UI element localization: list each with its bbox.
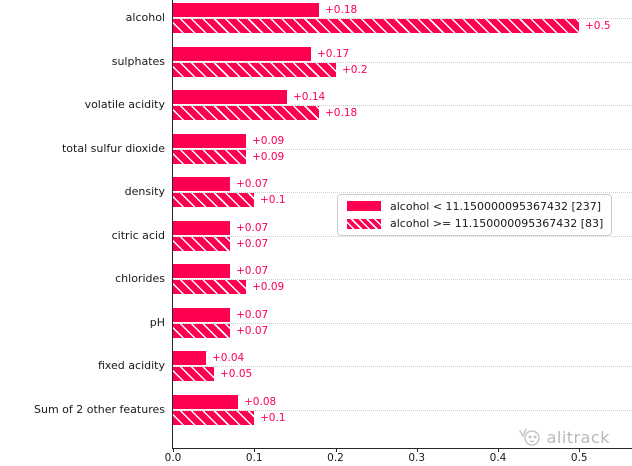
y-axis-label: citric acid xyxy=(111,228,165,242)
bar-value-label: +0.18 xyxy=(325,4,358,16)
bar-value-label: +0.14 xyxy=(293,91,326,103)
bar-hatched xyxy=(173,236,230,251)
bar-value-label: +0.07 xyxy=(236,221,269,234)
legend-swatch-hatched-icon xyxy=(347,218,381,229)
x-tick-mark xyxy=(335,448,337,452)
legend-label-hatched: alcohol >= 11.150000095367432 [83] xyxy=(390,217,604,231)
legend: alcohol < 11.150000095367432 [237] alcoh… xyxy=(337,194,612,236)
bar-solid xyxy=(173,351,206,365)
row-gridline xyxy=(173,105,632,106)
bar-hatched xyxy=(173,193,254,207)
bar-value-label: +0.09 xyxy=(252,134,285,147)
bar-value-label: +0.17 xyxy=(317,47,350,60)
bar-solid xyxy=(173,307,230,322)
x-tick-label: 0.2 xyxy=(327,452,344,464)
y-axis-label: total sulfur dioxide xyxy=(61,141,165,155)
y-axis-label: fixed acidity xyxy=(97,359,165,372)
row-gridline xyxy=(173,18,632,19)
x-tick-label: 0.4 xyxy=(489,452,507,464)
bar-solid xyxy=(173,220,230,235)
bar-value-label: +0.07 xyxy=(236,178,269,190)
bar-hatched xyxy=(173,280,246,294)
bar-hatched xyxy=(173,19,579,33)
x-axis-line xyxy=(172,448,632,449)
bar-value-label: +0.08 xyxy=(244,395,277,408)
legend-swatch-solid-icon xyxy=(347,201,381,212)
bar-solid xyxy=(173,3,319,17)
x-tick-label: 0.0 xyxy=(164,452,182,464)
legend-label-solid: alcohol < 11.150000095367432 [237] xyxy=(390,199,602,213)
bar-hatched xyxy=(173,106,319,120)
y-axis-label: volatile acidity xyxy=(84,98,165,111)
x-tick-mark xyxy=(498,448,499,452)
bar-solid xyxy=(173,133,246,148)
bar-hatched xyxy=(173,149,246,164)
bar-solid xyxy=(173,46,311,61)
watermark: alitrack xyxy=(518,427,610,447)
alitrack-logo-icon xyxy=(518,428,540,446)
bar-value-label: +0.07 xyxy=(236,324,269,337)
bar-value-label: +0.2 xyxy=(342,63,368,76)
x-tick-label: 0.3 xyxy=(408,452,426,464)
row-gridline xyxy=(173,366,632,367)
bar-value-label: +0.09 xyxy=(252,150,285,163)
y-axis-label: chlorides xyxy=(115,272,165,285)
bar-value-label: +0.1 xyxy=(260,194,286,206)
bar-hatched xyxy=(173,410,254,425)
legend-item-hatched: alcohol >= 11.150000095367432 [83] xyxy=(347,217,604,232)
bar-solid xyxy=(173,264,230,278)
bar-value-label: +0.1 xyxy=(260,411,286,424)
x-tick-label: 0.1 xyxy=(245,452,263,464)
bar-value-label: +0.07 xyxy=(236,308,269,321)
bar-value-label: +0.09 xyxy=(252,281,285,293)
y-axis-line xyxy=(172,0,173,449)
legend-item-solid: alcohol < 11.150000095367432 [237] xyxy=(347,199,602,214)
y-axis-label: Sum of 2 other features xyxy=(33,402,165,416)
x-tick-mark xyxy=(173,448,174,452)
y-axis-label: pH xyxy=(149,315,165,329)
bar-value-label: +0.04 xyxy=(212,352,245,364)
bar-solid xyxy=(173,90,287,104)
bar-solid xyxy=(173,394,238,409)
x-tick-mark xyxy=(579,448,581,452)
row-gridline xyxy=(173,322,632,324)
bar-value-label: +0.18 xyxy=(325,107,358,119)
bar-value-label: +0.05 xyxy=(220,368,253,380)
x-tick-mark xyxy=(254,448,256,452)
y-axis-label: density xyxy=(124,185,165,198)
y-axis-label: sulphates xyxy=(111,54,165,68)
bar-value-label: +0.07 xyxy=(236,265,269,277)
row-gridline xyxy=(173,148,632,150)
y-axis-label: alcohol xyxy=(125,11,165,24)
bar-value-label: +0.5 xyxy=(585,20,611,32)
row-gridline xyxy=(173,61,632,63)
bar-hatched xyxy=(173,367,214,381)
bar-value-label: +0.07 xyxy=(236,237,269,250)
row-gridline xyxy=(173,279,632,280)
bar-hatched xyxy=(173,62,336,77)
row-gridline xyxy=(173,409,632,411)
x-tick-label: 0.5 xyxy=(570,452,588,464)
watermark-text: alitrack xyxy=(546,427,610,447)
bar-hatched xyxy=(173,323,230,338)
row-gridline xyxy=(173,192,632,193)
bar-solid xyxy=(173,177,230,191)
row-gridline xyxy=(173,235,632,237)
x-tick-mark xyxy=(416,448,418,452)
